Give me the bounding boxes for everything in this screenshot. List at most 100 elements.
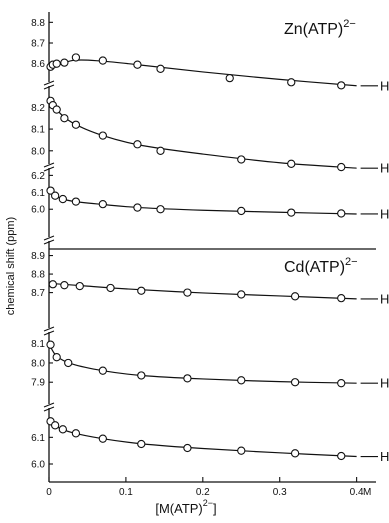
labels-layer: 0 0.1 0.2 0.3 0.4 8.6 8.7 8.8 H-8 8.0 8.1 8.2 H-2 6.0… <box>31 18 389 498</box>
data-point-cd-h8 <box>290 292 300 301</box>
data-point-cd-h2 <box>237 376 246 385</box>
data-point-zn-h2 <box>52 105 61 114</box>
fit-curve-zn-h1p <box>48 188 357 215</box>
y-tick-label-zn-h2: 8.2 <box>31 103 45 114</box>
panel-title-zn: Zn(ATP)2− <box>284 18 356 38</box>
data-point-zn-h8 <box>156 64 165 73</box>
data-point-cd-h2 <box>52 353 61 362</box>
data-point-cd-h8 <box>137 286 146 295</box>
data-point-zn-h2 <box>287 159 296 168</box>
y-axis-title: chemical shift (ppm) <box>5 217 17 315</box>
axis-break-cd-h2 <box>43 326 55 336</box>
data-point-cd-h1p <box>290 449 300 458</box>
data-point-cd-h8 <box>75 281 84 291</box>
data-point-zn-h2 <box>71 120 81 129</box>
data-point-zn-h8 <box>71 53 81 62</box>
data-point-cd-h2 <box>137 371 146 380</box>
series-label-zn-h8: H-8 <box>380 78 389 93</box>
y-tick-label-zn-h8: 8.7 <box>31 39 45 50</box>
fit-curve-zn-h2 <box>48 96 357 169</box>
series-label-zn-h2: H-2 <box>380 161 389 176</box>
data-point-cd-h2 <box>98 366 107 375</box>
data-point-zn-h8 <box>337 81 346 90</box>
fit-curve-zn-h8 <box>48 59 357 87</box>
data-point-cd-h8 <box>106 283 115 293</box>
data-point-zn-h2 <box>133 140 142 149</box>
x-tick-label: 0.4 <box>350 487 364 498</box>
data-point-zn-h2 <box>98 131 107 140</box>
data-point-zn-h8 <box>52 59 61 68</box>
axis-break-zn-h1p <box>43 162 55 172</box>
y-tick-label-cd-h2: 8.0 <box>31 358 45 369</box>
x-tick-label: 0 <box>46 487 52 498</box>
data-point-cd-h2 <box>337 379 346 388</box>
series-label-cd-h1p: H-1' <box>380 449 389 464</box>
axis-break-divider-top <box>43 235 55 245</box>
x-axis-title: [M(ATP)2−] <box>155 498 216 516</box>
data-point-cd-h1p <box>71 429 81 438</box>
y-tick-label-cd-h2: 8.1 <box>31 339 45 350</box>
axes-layer <box>43 12 376 483</box>
axis-break-zn-h2 <box>43 80 55 90</box>
y-tick-label-cd-h8: 8.7 <box>31 288 45 299</box>
y-tick-label-cd-h1p: 6.0 <box>31 460 45 471</box>
fit-curve-cd-h2 <box>48 343 357 384</box>
data-point-zn-h2 <box>60 114 69 123</box>
data-point-zn-h1p <box>337 209 346 218</box>
axis-break-cd-h1p <box>43 402 55 412</box>
panel-title-cd: Cd(ATP)2− <box>284 256 358 276</box>
x-tick-label: 0.3 <box>273 487 287 498</box>
y-tick-label-zn-h2: 8.0 <box>31 146 45 157</box>
data-point-cd-h8 <box>237 290 246 299</box>
series-label-cd-h2: H-2 <box>380 376 389 391</box>
data-point-zn-h1p <box>46 186 55 195</box>
data-point-cd-h1p <box>98 434 107 443</box>
data-point-cd-h1p <box>337 451 346 461</box>
data-point-cd-h8 <box>337 293 346 303</box>
y-tick-label-zn-h2: 8.1 <box>31 125 45 136</box>
data-point-zn-h1p <box>51 191 60 200</box>
y-tick-label-zn-h1p: 6.2 <box>31 171 45 182</box>
series-label-cd-h8: H-8 <box>380 291 389 306</box>
data-point-zn-h1p <box>133 203 142 212</box>
y-tick-label-zn-h8: 8.8 <box>31 18 45 29</box>
fit-curve-cd-h1p <box>48 419 357 458</box>
data-points-layer <box>46 53 346 461</box>
y-tick-label-zn-h1p: 6.1 <box>31 188 45 199</box>
data-point-cd-h2 <box>290 378 300 387</box>
data-point-cd-h1p <box>137 439 146 449</box>
data-point-cd-h2 <box>64 358 73 368</box>
series-label-zn-h1p: H-1' <box>380 206 389 221</box>
y-tick-label-cd-h1p: 6.1 <box>31 433 45 444</box>
data-point-cd-h1p <box>237 446 246 455</box>
data-point-zn-h2 <box>237 155 246 164</box>
y-tick-label-cd-h8: 8.9 <box>31 251 45 262</box>
y-tick-label-zn-h8: 8.6 <box>31 59 45 70</box>
data-point-zn-h1p <box>237 206 246 216</box>
axis-break-zn-h2-gap <box>47 82 51 86</box>
data-point-cd-h8 <box>60 281 69 290</box>
data-point-cd-h1p <box>58 425 67 434</box>
data-point-zn-h8 <box>287 78 296 87</box>
data-point-zn-h2 <box>156 146 165 155</box>
data-point-zn-h1p <box>58 194 67 204</box>
y-tick-label-zn-h1p: 6.0 <box>31 205 45 216</box>
fit-curve-cd-h8 <box>48 282 357 300</box>
y-tick-label-cd-h8: 8.8 <box>31 270 45 281</box>
data-point-cd-h2 <box>46 340 55 349</box>
data-point-zn-h2 <box>337 162 346 172</box>
axis-break-cd-h1p-gap <box>47 404 51 408</box>
data-point-zn-h8 <box>133 60 142 69</box>
data-point-zn-h8 <box>225 73 234 83</box>
data-point-cd-h8 <box>183 288 192 297</box>
data-point-cd-h1p <box>183 443 192 453</box>
data-point-zn-h1p <box>71 197 81 206</box>
x-tick-label: 0.2 <box>196 487 210 498</box>
data-point-zn-h1p <box>98 200 107 209</box>
data-point-zn-h8 <box>60 58 69 67</box>
axis-break-divider-top-gap <box>47 237 51 241</box>
y-tick-label-cd-h2: 7.9 <box>31 378 45 389</box>
data-point-cd-h8 <box>48 280 57 289</box>
